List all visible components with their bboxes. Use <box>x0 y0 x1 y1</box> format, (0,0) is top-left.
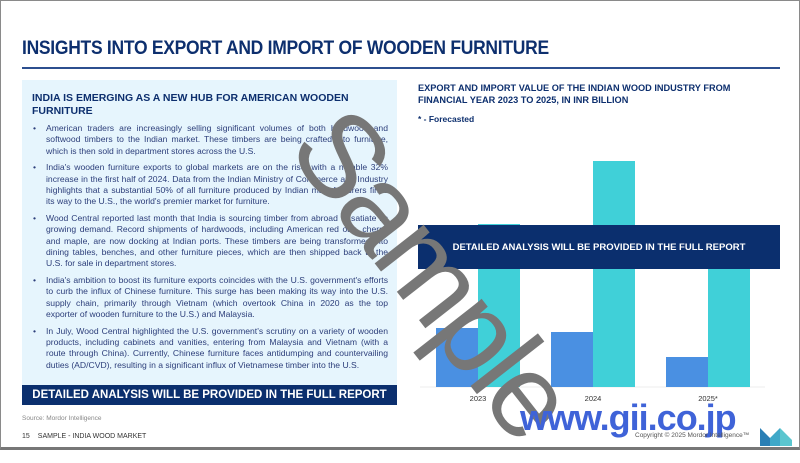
bar-2023-series-1 <box>436 328 478 387</box>
title-divider <box>22 67 780 69</box>
site-watermark: www.gii.co.jp <box>520 397 737 438</box>
bar-2025*-series-1 <box>666 357 708 387</box>
footer-label: SAMPLE - INDIA WOOD MARKET <box>37 433 147 440</box>
page-title: INSIGHTS INTO EXPORT AND IMPORT OF WOODE… <box>22 38 549 59</box>
bullet-item: In July, Wood Central highlighted the U.… <box>32 326 388 372</box>
full-report-banner: DETAILED ANALYSIS WILL BE PROVIDED IN TH… <box>22 385 397 405</box>
bar-2024-series-1 <box>551 332 593 387</box>
bar-2024-series-2 <box>593 161 635 387</box>
footer: 15 SAMPLE - INDIA WOOD MARKET <box>22 433 154 440</box>
page-number: 15 <box>22 433 30 440</box>
panel-heading: INDIA IS EMERGING AS A NEW HUB FOR AMERI… <box>32 92 349 117</box>
bullet-item: India's ambition to boost its furniture … <box>32 275 388 321</box>
x-tick-label: 2023 <box>470 394 487 403</box>
chart-report-banner: DETAILED ANALYSIS WILL BE PROVIDED IN TH… <box>418 225 780 269</box>
x-tick-label: 2025* <box>698 394 718 403</box>
insights-panel: INDIA IS EMERGING AS A NEW HUB FOR AMERI… <box>22 80 397 405</box>
bullet-item: American traders are increasingly sellin… <box>32 123 388 157</box>
bullet-item: India's wooden furniture exports to glob… <box>32 162 388 208</box>
copyright: Copyright © 2025 Mordor Intelligence™ <box>635 432 750 439</box>
bullet-list: American traders are increasingly sellin… <box>32 123 388 376</box>
chart-note: * - Forecasted <box>418 114 475 124</box>
mordor-logo-icon <box>760 428 792 446</box>
source-note: Source: Mordor Intelligence <box>22 415 102 422</box>
bullet-item: Wood Central reported last month that In… <box>32 213 388 270</box>
chart-title: EXPORT AND IMPORT VALUE OF THE INDIAN WO… <box>418 83 731 105</box>
x-tick-label: 2024 <box>585 394 602 403</box>
bar-chart: 2023 2024 2025* <box>420 161 765 403</box>
